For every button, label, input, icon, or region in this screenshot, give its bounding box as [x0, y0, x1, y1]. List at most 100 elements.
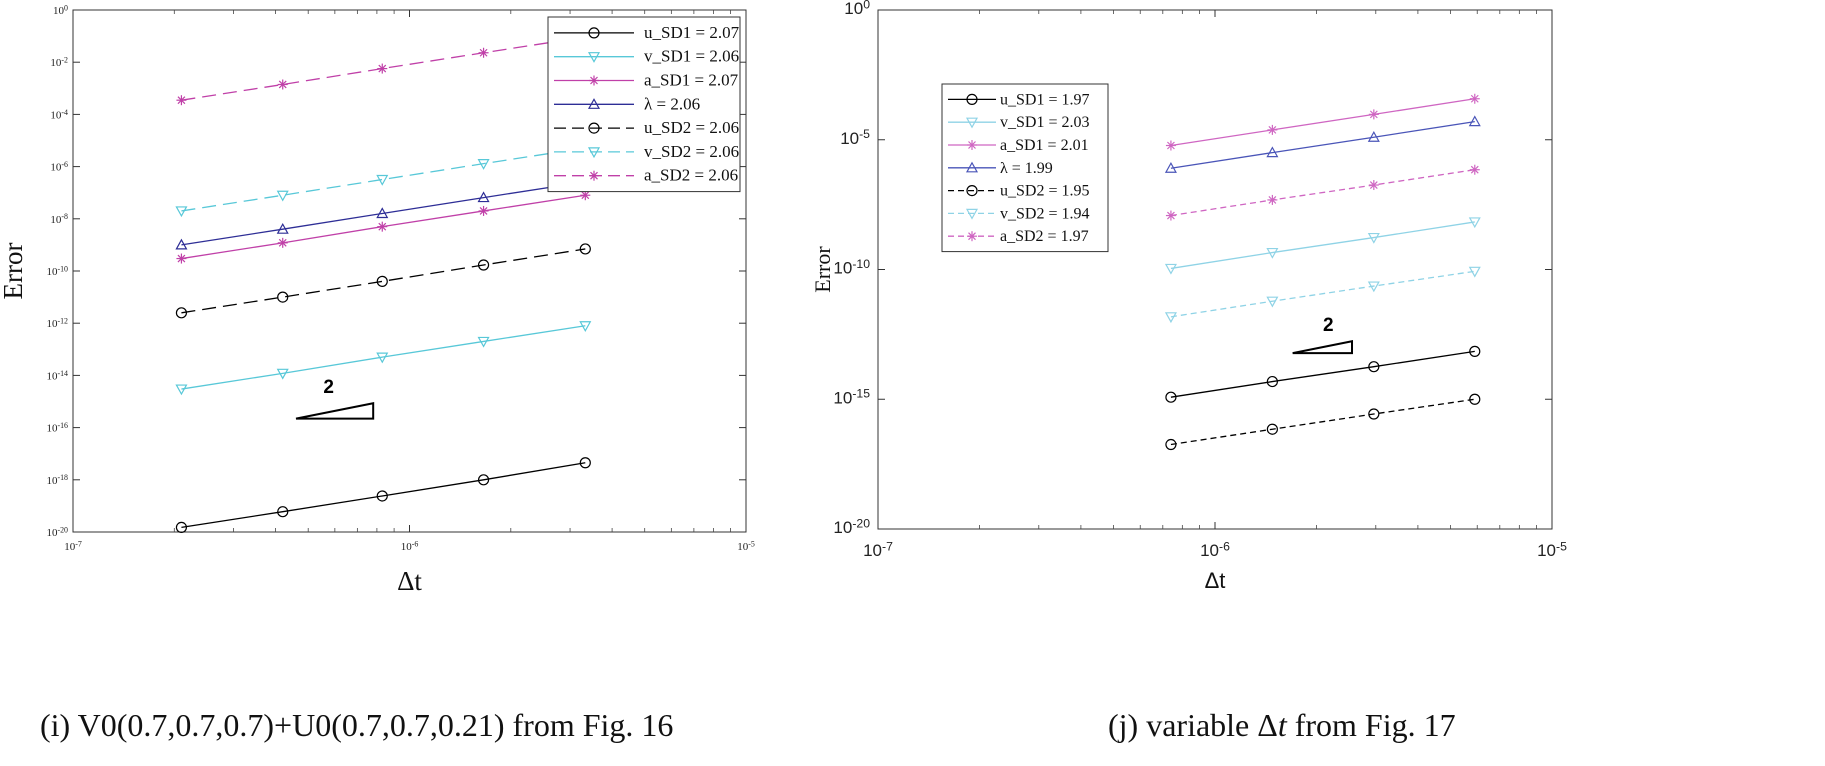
- marker-star: [589, 170, 599, 181]
- marker-triangle-down: [1468, 266, 1481, 278]
- marker-triangle-down: [1164, 263, 1177, 275]
- series-a_SD1: [176, 190, 591, 264]
- marker-triangle-down: [1164, 312, 1177, 324]
- marker-star: [580, 190, 591, 201]
- marker-triangle-down: [1367, 232, 1380, 244]
- marker-triangle-down: [276, 368, 289, 380]
- marker-triangle-down: [587, 52, 601, 63]
- series-u_SD1: [1165, 345, 1481, 403]
- marker-star: [377, 63, 388, 74]
- series-group: [175, 32, 592, 534]
- caption-j-italic: t: [1277, 707, 1287, 743]
- x-tick-label: 10-5: [1537, 539, 1567, 560]
- marker-circle: [1266, 423, 1278, 435]
- marker-triangle-down: [587, 147, 601, 159]
- legend-item: λ = 2.06: [554, 94, 700, 113]
- series-u_SD2: [1165, 393, 1481, 451]
- series-a_SD2: [1165, 164, 1480, 221]
- series-line: [1170, 169, 1475, 217]
- y-tick-label: 10-18: [46, 473, 68, 487]
- marker-circle: [1165, 438, 1177, 451]
- legend-label: a_SD1 = 2.07: [644, 71, 739, 90]
- marker-triangle-down: [1367, 281, 1380, 293]
- marker-circle: [1469, 393, 1481, 405]
- series-lambda: [1164, 115, 1481, 173]
- marker-triangle-down: [1266, 247, 1279, 259]
- legend-label: v_SD2 = 1.94: [1000, 205, 1089, 222]
- marker-circle: [966, 185, 978, 197]
- marker-star: [1165, 140, 1176, 151]
- series-line: [1170, 120, 1475, 169]
- series-line: [181, 147, 586, 212]
- caption-i: (i) V0(0.7,0.7,0.7)+U0(0.7,0.7,0.21) fro…: [40, 707, 674, 743]
- y-axis-label: Error: [0, 243, 28, 300]
- marker-circle: [579, 243, 591, 255]
- chart-j: 10-7 10-6 10-5 10-20 10-15 10-10 10-5 100 Δt Erro…: [810, 0, 1567, 593]
- marker-star: [589, 75, 599, 86]
- legend-item: a_SD1 = 2.07: [554, 71, 739, 90]
- legend-label: a_SD1 = 2.01: [1000, 137, 1089, 154]
- marker-triangle-up: [175, 238, 188, 250]
- y-tick-label: 10-10: [46, 264, 68, 278]
- marker-triangle-down: [1468, 217, 1481, 229]
- y-axis: 10-20 10-18 10-16 10-14 10-12 10-10 10-8 10-6 10…: [46, 3, 746, 539]
- y-tick-label: 100: [53, 3, 68, 17]
- marker-circle: [277, 291, 289, 303]
- marker-star: [478, 205, 489, 216]
- legend-item: u_SD1 = 1.97: [948, 91, 1089, 108]
- marker-star: [176, 95, 187, 106]
- caption-j: (j) variable Δt from Fig. 17: [1108, 707, 1456, 744]
- y-tick-label: 10-16: [46, 421, 68, 435]
- marker-triangle-down: [579, 321, 592, 332]
- slope-triangle: [1292, 340, 1354, 355]
- marker-circle: [1266, 375, 1278, 388]
- legend-label: λ = 2.06: [644, 94, 700, 113]
- marker-triangle-down: [965, 208, 979, 220]
- series-a_SD1: [1165, 93, 1480, 151]
- legend-label: u_SD2 = 1.95: [1000, 183, 1089, 200]
- y-tick-label: 10-14: [46, 369, 68, 383]
- y-tick-label: 10-12: [46, 317, 68, 331]
- marker-star: [277, 237, 288, 248]
- y-tick-label: 10-2: [50, 56, 68, 70]
- marker-circle: [175, 521, 188, 534]
- marker-circle: [1368, 408, 1380, 420]
- x-tick-label: 10-6: [1200, 539, 1230, 560]
- y-tick-label: 10-6: [50, 160, 68, 174]
- y-tick-label: 10-8: [50, 212, 68, 226]
- series-v_SD1: [1164, 217, 1481, 275]
- marker-triangle-up: [477, 191, 490, 203]
- y-tick-label: 10-5: [840, 127, 870, 148]
- y-tick-label: 10-4: [50, 108, 68, 122]
- marker-circle: [1165, 391, 1177, 403]
- marker-star: [277, 79, 288, 90]
- legend-label: v_SD2 = 2.06: [644, 142, 739, 161]
- series-u_SD2: [175, 243, 591, 319]
- series-line: [1170, 270, 1475, 318]
- marker-triangle-up: [1164, 161, 1177, 173]
- marker-star: [1368, 180, 1379, 191]
- series-v_SD2: [1164, 266, 1481, 324]
- y-axis-label: Error: [810, 246, 835, 293]
- x-axis-label: Δt: [1205, 568, 1226, 593]
- y-axis: 10-20 10-15 10-10 10-5 100: [833, 0, 1552, 537]
- legend-item: u_SD2 = 1.95: [948, 183, 1089, 200]
- legend-item: v_SD1 = 2.06: [554, 47, 739, 66]
- marker-triangle-up: [1367, 130, 1380, 142]
- series-line: [181, 462, 586, 529]
- marker-circle: [588, 122, 600, 134]
- marker-triangle-up: [376, 207, 389, 219]
- y-tick-label: 10-10: [833, 257, 870, 278]
- series-line: [1170, 98, 1475, 147]
- legend-item: u_SD2 = 2.06: [554, 118, 739, 137]
- marker-triangle-down: [1266, 296, 1279, 308]
- x-tick-label: 10-7: [863, 539, 893, 560]
- marker-circle: [277, 506, 289, 518]
- legend-label: u_SD1 = 1.97: [1000, 91, 1089, 108]
- marker-star: [1469, 93, 1480, 104]
- x-axis: 10-7 10-6 10-5: [64, 10, 755, 553]
- series-line: [181, 36, 586, 101]
- y-tick-label: 100: [844, 0, 870, 18]
- series-u_SD1: [175, 457, 591, 534]
- y-tick-label: 10-20: [833, 516, 870, 537]
